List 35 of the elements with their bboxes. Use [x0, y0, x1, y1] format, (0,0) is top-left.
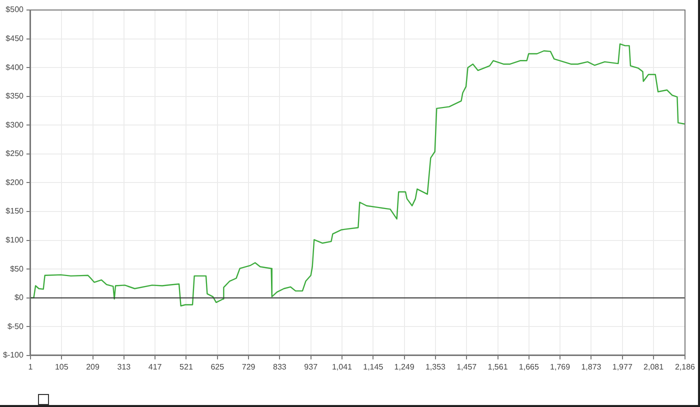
- y-tick-label: $50: [10, 264, 24, 274]
- y-tick-label: $450: [6, 34, 24, 43]
- x-tick-label: 1,041: [332, 362, 353, 372]
- x-tick-label: 1,873: [581, 362, 602, 372]
- x-tick-label: 1,353: [425, 362, 446, 372]
- x-tick-label: 1,769: [550, 362, 571, 372]
- x-tick-label: 1,249: [394, 362, 415, 372]
- y-tick-label: $150: [6, 206, 24, 216]
- y-tick-label: $-100: [2, 350, 24, 360]
- x-tick-label: 1,561: [488, 362, 508, 372]
- x-tick-label: 105: [54, 362, 69, 372]
- y-tick-label: $350: [6, 92, 24, 101]
- x-tick-label: 1,145: [363, 362, 384, 372]
- y-tick-label: $200: [6, 178, 24, 187]
- x-tick-label: 313: [117, 362, 132, 372]
- y-tick-label: $100: [6, 235, 24, 244]
- x-tick-label: 833: [273, 362, 287, 372]
- x-tick-label: 2,186: [674, 362, 696, 372]
- x-tick-label: 1,457: [456, 362, 478, 372]
- y-tick-label: $300: [6, 120, 24, 130]
- y-tick-label: $250: [6, 149, 24, 158]
- x-tick-label: 209: [86, 362, 100, 372]
- x-tick-label: 417: [148, 362, 162, 372]
- x-tick-label: 625: [210, 362, 225, 372]
- y-tick-label: $400: [6, 62, 24, 72]
- x-tick-label: 937: [304, 362, 318, 372]
- x-tick-label: 729: [242, 362, 256, 372]
- x-tick-label: 1: [28, 362, 34, 372]
- y-tick-label: $500: [6, 5, 24, 14]
- x-tick-label: 1,977: [612, 362, 633, 372]
- x-tick-label: 1,665: [518, 362, 540, 372]
- y-tick-label: $-50: [7, 322, 24, 331]
- x-tick-label: 2,081: [644, 362, 664, 372]
- x-tick-label: 521: [180, 362, 194, 372]
- y-tick-label: $0: [14, 293, 24, 302]
